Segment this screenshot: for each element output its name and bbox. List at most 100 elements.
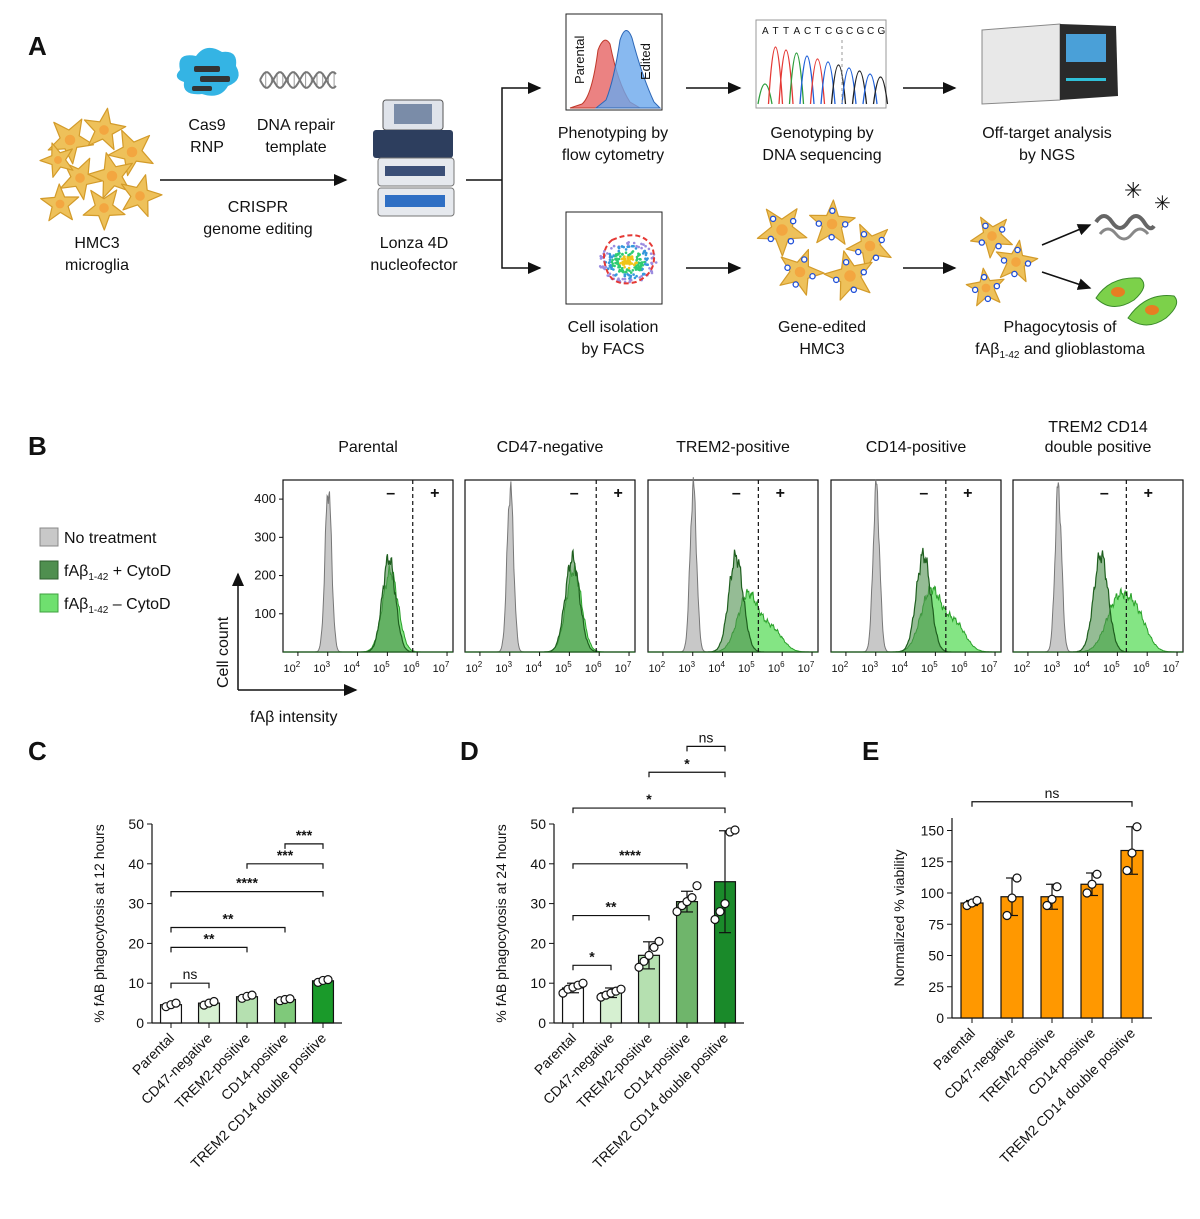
facs-dot	[598, 265, 602, 268]
flow-label-line2: flow cytometry	[562, 147, 664, 164]
gate-plus-label: +	[430, 485, 439, 502]
sequence-letter: T	[773, 26, 779, 37]
significance-label: **	[223, 910, 234, 926]
facs-dot	[599, 257, 603, 260]
data-point	[634, 962, 644, 972]
phago-label-line1: Phagocytosis of	[1004, 319, 1118, 336]
flow-edited-label: Edited	[638, 43, 653, 80]
significance-bracket	[686, 745, 726, 752]
histogram-frame	[282, 479, 454, 653]
significance-label: ****	[236, 875, 258, 891]
offtarget-label-line2: by NGS	[1019, 147, 1075, 164]
y-tick-label: 125	[921, 854, 945, 870]
facs-dot	[630, 255, 634, 258]
facs-dot	[615, 257, 618, 261]
histogram-with-cytod	[648, 549, 818, 653]
y-tick-label: 20	[530, 935, 546, 951]
data-point	[692, 881, 702, 891]
facs-dot	[650, 256, 654, 260]
facs-dot	[621, 252, 624, 256]
geno-label-line2: DNA sequencing	[762, 147, 881, 164]
facs-dot	[623, 274, 627, 278]
y-tick-label: 20	[128, 935, 144, 951]
facs-dot	[629, 274, 633, 278]
significance-label: **	[204, 930, 215, 946]
facs-dot	[608, 258, 612, 262]
bar-chart-c: 0 10 20 30 40 50 % fAB phagocytosis at 12 hour…	[91, 816, 342, 1172]
facs-dot	[626, 273, 629, 276]
data-point	[730, 825, 740, 835]
facs-dot	[629, 271, 633, 274]
facs-dot	[633, 263, 636, 266]
significance-bracket	[572, 807, 726, 814]
lonza-nucleofector-device	[373, 99, 455, 217]
phagocytosis-cells-illustration	[965, 216, 1039, 307]
data-point	[639, 956, 649, 966]
phago-label-line2: fAβ1-42 and glioblastoma	[975, 341, 1145, 361]
facs-dot	[635, 257, 639, 261]
bar-chart-d: 0 10 20 30 40 50 % fAB phagocytosis at 24 hour…	[493, 729, 744, 1172]
y-tick-label: 0	[936, 1010, 944, 1026]
facs-dot	[637, 252, 640, 255]
data-point	[1002, 910, 1012, 921]
microglia-cell	[40, 183, 80, 222]
sequence-letter: C	[846, 26, 853, 37]
x-tick-label: 102	[832, 660, 849, 675]
microglia-cluster-illustration	[39, 107, 163, 231]
facs-dot	[640, 275, 643, 278]
facs-dot	[618, 270, 621, 273]
data-point	[1047, 894, 1057, 904]
facs-dot	[642, 243, 645, 246]
y-tick-label: 50	[530, 816, 546, 832]
facs-dot	[650, 271, 654, 275]
data-point	[1122, 865, 1132, 876]
sequence-letter: G	[878, 26, 886, 37]
histogram-title: TREM2 CD14	[1048, 419, 1148, 436]
histogram-title: Parental	[338, 439, 398, 456]
facs-dot	[627, 260, 630, 264]
glioblastoma-cells-icon	[1095, 277, 1178, 326]
facs-dot	[623, 277, 627, 281]
facs-dot	[639, 263, 643, 267]
gate-plus-label: +	[776, 485, 785, 502]
y-tick-label: 100	[921, 885, 945, 901]
sequence-peak	[757, 83, 773, 105]
histogram-with-cytod	[465, 548, 635, 653]
facs-dot	[650, 262, 654, 266]
sequence-letter: C	[825, 26, 832, 37]
panel-a: A HMC3 microglia Cas9 RNP DNA repair tem…	[28, 13, 1178, 361]
sequence-letter: T	[815, 26, 821, 37]
amyloid-star-icon-1: ✳	[1124, 178, 1142, 203]
data-point	[972, 895, 982, 906]
x-tick-label: 105	[738, 660, 755, 675]
significance-label: ***	[277, 847, 294, 863]
sequence-letter: C	[804, 26, 811, 37]
histogram-panel: TREM2 CD14 double positive – +102 103 104 105 1…	[1012, 419, 1184, 675]
panel-a-label: A	[28, 31, 47, 61]
y-tick-label: 0	[538, 1015, 546, 1031]
microglia-cell	[87, 152, 133, 199]
data-point	[710, 914, 720, 925]
facs-dot	[617, 249, 621, 253]
sequence-letter: G	[836, 26, 844, 37]
facs-dot	[641, 267, 644, 271]
histogram-with-cytod	[831, 547, 1001, 653]
facs-dot	[626, 241, 629, 245]
histogram-panels: Parental – +100 200 300 400 102 103 104 105 106 107…	[254, 419, 1184, 675]
data-point	[649, 942, 659, 952]
facs-dot	[645, 263, 649, 266]
facs-dot	[623, 265, 626, 269]
data-point	[616, 984, 626, 994]
y-tick-label: 50	[928, 948, 944, 964]
facs-dot	[627, 266, 631, 270]
significance-bracket	[572, 964, 612, 971]
gate-plus-label: +	[963, 485, 972, 502]
x-tick-label: 107	[798, 660, 815, 675]
facs-dot	[603, 250, 606, 253]
x-tick-label: 104	[891, 660, 908, 675]
x-tick-label: 106	[1133, 660, 1150, 675]
data-point	[247, 990, 257, 1000]
significance-bracket	[284, 843, 324, 849]
